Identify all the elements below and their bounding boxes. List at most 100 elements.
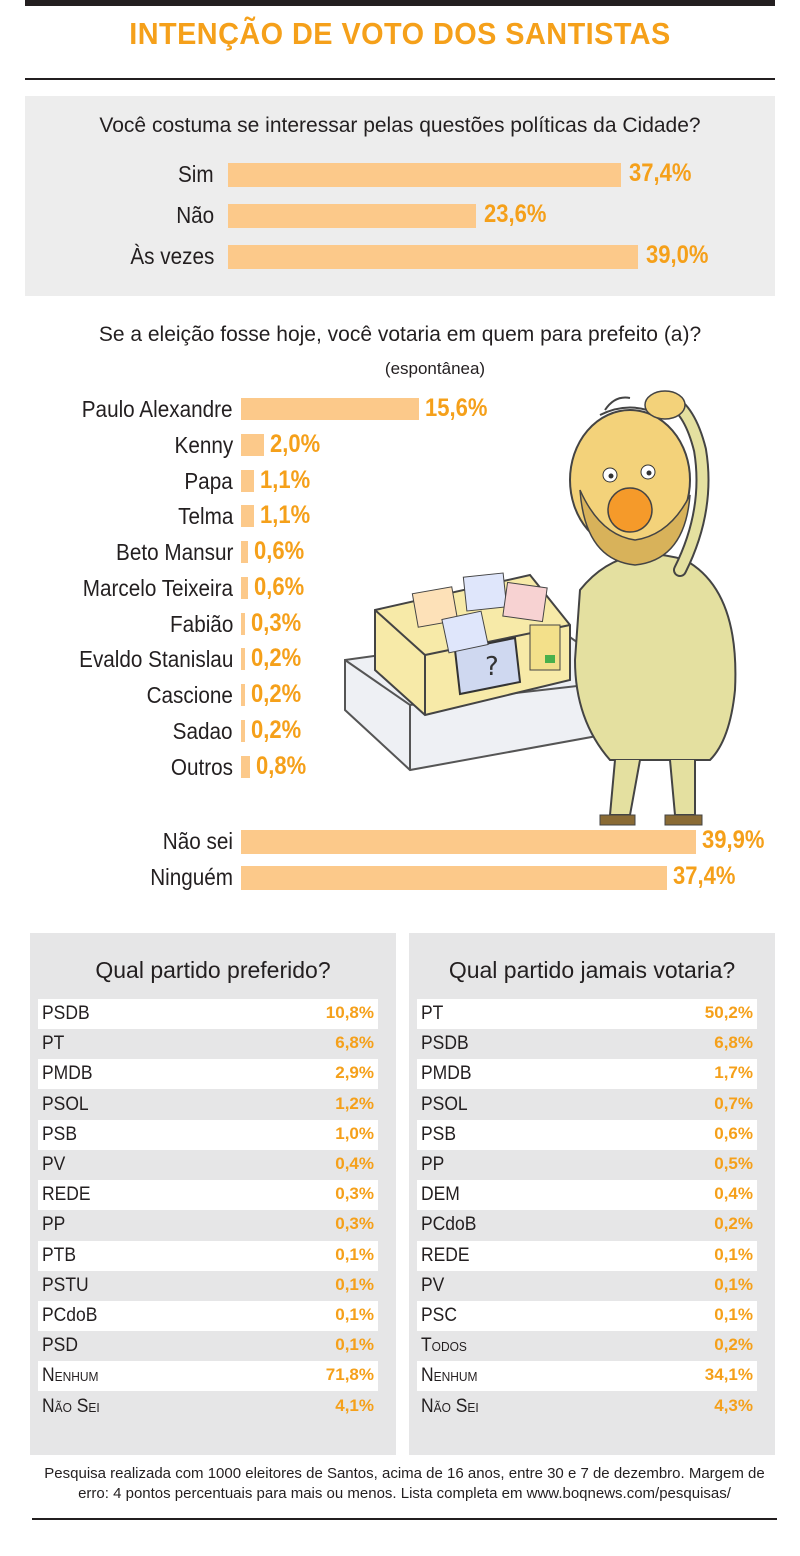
mayor-label-fabiao: Fabião: [169, 611, 233, 637]
rejected-party-name: PSOL: [421, 1093, 468, 1115]
preferred-party-value: 0,3%: [335, 1214, 374, 1234]
preferred-party-value: 0,3%: [335, 1184, 374, 1204]
preferred-party-title: Qual partido preferido?: [95, 957, 331, 983]
preferred-party-value: 0,1%: [335, 1244, 374, 1264]
preferred-party-name: PT: [42, 1033, 65, 1055]
rejected-party-value: 4,3%: [714, 1395, 753, 1415]
rejected-party-value: 0,4%: [714, 1184, 753, 1204]
rejected-party-name: Todos: [421, 1335, 467, 1357]
interest-panel: Você costuma se interessar pelas questõe…: [25, 96, 775, 296]
rejected-party-value: 0,2%: [714, 1214, 753, 1234]
mayor-label-beto-mansur: Beto Mansur: [115, 539, 233, 565]
preferred-party-name: PSOL: [42, 1093, 89, 1115]
mayor-bar-marcelo-teixeira: [241, 577, 248, 599]
mayor-value-sadao: 0,2%: [251, 716, 302, 744]
preferred-party-value: 10,8%: [325, 1003, 374, 1022]
preferred-row-pmdb: PMDB 2,9%: [38, 1059, 378, 1090]
rejected-party-value: 6,8%: [714, 1033, 753, 1053]
mayor-label-outros: Outros: [170, 754, 233, 780]
mayor-bar-outros: [241, 756, 251, 778]
rejected-row-pmdb: PMDB 1,7%: [417, 1059, 757, 1090]
mayor-bar-fabiao: [241, 613, 245, 635]
top-rule: [25, 0, 775, 6]
preferred-party-value: 4,1%: [335, 1395, 374, 1415]
mayor-label-ninguem: Ninguém: [150, 864, 233, 890]
mayor-value-nao-sei: 39,9%: [701, 826, 765, 854]
rejected-row-dem: DEM 0,4%: [417, 1180, 757, 1211]
interest-label-sim: Sim: [178, 161, 214, 187]
preferred-party-value: 0,1%: [335, 1305, 374, 1324]
mayor-bar-evaldo-stanislau: [241, 648, 245, 670]
preferred-row-nao-sei: Não Sei 4,1%: [38, 1392, 378, 1422]
rejected-party-name: PV: [421, 1274, 445, 1296]
preferred-row-pcdob: PCdoB 0,1%: [38, 1301, 378, 1331]
preferred-party-name: Não Sei: [42, 1395, 100, 1417]
rejected-party-name: Nenhum: [421, 1365, 478, 1387]
preferred-row-pp: PP 0,3%: [38, 1210, 378, 1240]
interest-bar-sim: [228, 163, 621, 187]
rejected-row-pp: PP 0,5%: [417, 1150, 757, 1180]
interest-label-nao: Não: [176, 202, 214, 228]
page-title: INTENÇÃO DE VOTO DOS SANTISTAS: [129, 16, 671, 51]
preferred-party-name: PSB: [42, 1123, 77, 1145]
rejected-party-value: 1,7%: [714, 1063, 753, 1083]
preferred-row-psd: PSD 0,1%: [38, 1331, 378, 1361]
rejected-party-name: PSC: [421, 1305, 457, 1326]
preferred-party-name: PSDB: [42, 1003, 90, 1024]
mayor-label-paulo-alexandre: Paulo Alexandre: [82, 396, 233, 422]
interest-question: Você costuma se interessar pelas questõe…: [99, 114, 701, 137]
rejected-row-pcdob: PCdoB 0,2%: [417, 1210, 757, 1240]
mayor-value-cascione: 0,2%: [251, 680, 302, 708]
preferred-party-value: 1,0%: [335, 1123, 374, 1143]
preferred-party-value: 71,8%: [325, 1365, 374, 1385]
rejected-party-value: 0,2%: [714, 1335, 753, 1355]
mayor-subtitle: (espontânea): [384, 359, 486, 378]
preferred-row-pt: PT 6,8%: [38, 1029, 378, 1059]
svg-text:?: ?: [485, 652, 499, 682]
interest-bar-as-vezes: [228, 245, 638, 269]
preferred-row-ptb: PTB 0,1%: [38, 1240, 378, 1271]
preferred-row-psol: PSOL 1,2%: [38, 1090, 378, 1120]
mayor-value-papa: 1,1%: [259, 466, 310, 494]
preferred-party-value: 2,9%: [335, 1063, 374, 1083]
mayor-bar-papa: [241, 470, 254, 492]
preferred-party-value: 1,2%: [335, 1093, 374, 1113]
footer-rule: [32, 1518, 777, 1520]
preferred-row-pstu: PSTU 0,1%: [38, 1271, 378, 1301]
mayor-value-beto-mansur: 0,6%: [253, 537, 304, 565]
rejected-row-nao-sei: Não Sei 4,3%: [417, 1392, 757, 1422]
rejected-party-value: 0,1%: [714, 1305, 753, 1324]
rejected-party-name: PSDB: [421, 1033, 469, 1055]
rejected-row-pt: PT 50,2%: [417, 999, 757, 1029]
mayor-label-kenny: Kenny: [174, 432, 233, 458]
mayor-label-cascione: Cascione: [146, 682, 233, 708]
interest-label-as-vezes: Às vezes: [130, 243, 214, 269]
mayor-label-papa: Papa: [184, 468, 233, 494]
rejected-party-name: DEM: [421, 1184, 460, 1206]
mayor-bar-beto-mansur: [241, 541, 248, 563]
mayor-label-evaldo-stanislau: Evaldo Stanislau: [78, 646, 233, 672]
title-rule: [25, 78, 775, 80]
preferred-party-name: PV: [42, 1154, 66, 1175]
rejected-row-pv: PV 0,1%: [417, 1271, 757, 1301]
mayor-bar-kenny: [241, 434, 264, 456]
rejected-row-psb: PSB 0,6%: [417, 1119, 757, 1150]
mayor-value-outros: 0,8%: [256, 752, 307, 780]
mayor-bar-paulo-alexandre: [241, 398, 419, 420]
mayor-question: Se a eleição fosse hoje, você votaria em…: [98, 323, 702, 346]
preferred-party-name: REDE: [42, 1184, 91, 1206]
rejected-party-name: REDE: [421, 1244, 470, 1266]
preferred-party-name: PSTU: [42, 1274, 89, 1296]
rejected-row-psol: PSOL 0,7%: [417, 1090, 757, 1120]
mayor-value-marcelo-teixeira: 0,6%: [253, 573, 304, 601]
rejected-party-value: 0,6%: [714, 1123, 753, 1143]
preferred-row-nenhum: Nenhum 71,8%: [38, 1361, 378, 1392]
rejected-row-todos: Todos 0,2%: [417, 1331, 757, 1361]
rejected-party-name: PMDB: [421, 1063, 472, 1085]
preferred-party-name: PP: [42, 1214, 66, 1236]
preferred-party-value: 0,1%: [335, 1335, 374, 1355]
mayor-bar-nao-sei: [241, 830, 696, 854]
rejected-party-name: PT: [421, 1003, 444, 1024]
mayor-bar-ninguem: [241, 866, 668, 890]
mayor-bar-sadao: [241, 720, 245, 742]
